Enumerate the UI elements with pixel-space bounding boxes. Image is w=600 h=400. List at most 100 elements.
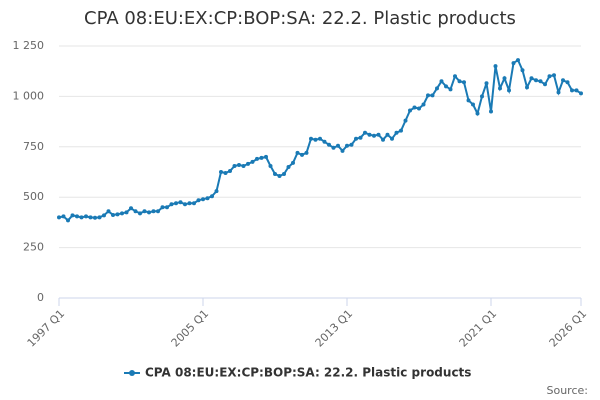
point xyxy=(475,111,480,116)
point xyxy=(286,164,291,169)
point xyxy=(552,73,556,78)
point xyxy=(394,130,399,135)
point xyxy=(318,136,322,141)
point xyxy=(66,218,70,223)
point xyxy=(453,74,457,79)
point xyxy=(111,212,115,217)
point xyxy=(376,132,381,137)
y-tick-label: 500 xyxy=(23,190,44,203)
point xyxy=(160,205,165,210)
point xyxy=(174,201,178,206)
point xyxy=(165,205,169,210)
point xyxy=(579,91,583,96)
point xyxy=(228,168,232,173)
point xyxy=(534,78,538,83)
point xyxy=(75,214,79,219)
y-tick-label: 1 250 xyxy=(13,39,45,52)
point xyxy=(511,61,516,66)
chart-title: CPA 08:EU:EX:CP:BOP:SA: 22.2. Plastic pr… xyxy=(84,8,516,29)
point xyxy=(340,148,345,153)
point xyxy=(349,142,354,147)
point xyxy=(385,132,390,137)
point xyxy=(214,189,219,194)
point xyxy=(399,128,403,133)
point xyxy=(372,133,376,138)
point xyxy=(264,154,268,159)
point xyxy=(70,213,75,218)
point xyxy=(61,214,66,219)
point xyxy=(466,98,471,103)
y-tick-label: 750 xyxy=(23,140,44,153)
point xyxy=(178,200,183,205)
point xyxy=(502,76,507,81)
point xyxy=(282,172,286,177)
point xyxy=(484,81,489,86)
point xyxy=(417,106,421,111)
point xyxy=(291,160,295,165)
point xyxy=(205,196,210,201)
point xyxy=(367,132,372,137)
y-tick-label: 1 000 xyxy=(13,89,45,102)
point xyxy=(219,170,223,174)
point xyxy=(520,68,525,73)
point xyxy=(525,85,529,90)
point xyxy=(147,210,151,215)
point xyxy=(498,86,502,91)
point xyxy=(426,93,430,98)
point xyxy=(574,88,579,93)
point xyxy=(462,80,466,85)
point xyxy=(358,135,363,140)
point xyxy=(507,88,511,93)
point xyxy=(57,215,61,220)
point xyxy=(93,215,97,220)
point xyxy=(313,137,318,142)
x-tick-label: 2013 Q1 xyxy=(313,307,356,350)
point xyxy=(106,209,111,214)
legend-label: CPA 08:EU:EX:CP:BOP:SA: 22.2. Plastic pr… xyxy=(145,366,471,380)
point xyxy=(403,118,408,123)
point xyxy=(430,93,435,98)
point xyxy=(538,79,543,84)
point xyxy=(304,150,309,155)
point xyxy=(421,102,426,107)
x-tick-label: 2005 Q1 xyxy=(169,307,212,350)
point xyxy=(138,211,142,216)
point xyxy=(448,87,453,92)
point xyxy=(381,137,385,142)
point xyxy=(408,108,412,113)
point xyxy=(183,202,187,207)
point xyxy=(241,163,246,168)
point xyxy=(79,215,84,220)
point xyxy=(363,130,367,135)
point xyxy=(259,155,264,160)
point xyxy=(300,152,304,157)
point xyxy=(192,201,196,206)
point xyxy=(516,58,520,63)
legend-marker xyxy=(129,370,135,376)
point xyxy=(273,172,277,177)
point xyxy=(124,210,129,215)
point xyxy=(327,142,331,147)
point xyxy=(331,145,336,150)
point xyxy=(489,109,493,114)
point xyxy=(561,78,565,83)
point xyxy=(156,209,160,214)
point xyxy=(142,209,147,214)
point xyxy=(169,202,174,207)
point xyxy=(390,136,394,141)
point xyxy=(84,214,88,219)
point xyxy=(565,80,570,85)
point xyxy=(556,90,561,95)
point xyxy=(277,174,282,179)
point xyxy=(412,105,417,110)
point xyxy=(187,201,192,206)
point xyxy=(246,161,250,166)
point xyxy=(471,102,475,107)
point xyxy=(133,209,138,214)
source: Source: xyxy=(547,384,589,397)
x-tick-label: 1997 Q1 xyxy=(25,307,68,350)
point xyxy=(223,171,228,176)
point xyxy=(237,162,241,167)
point xyxy=(457,79,462,84)
